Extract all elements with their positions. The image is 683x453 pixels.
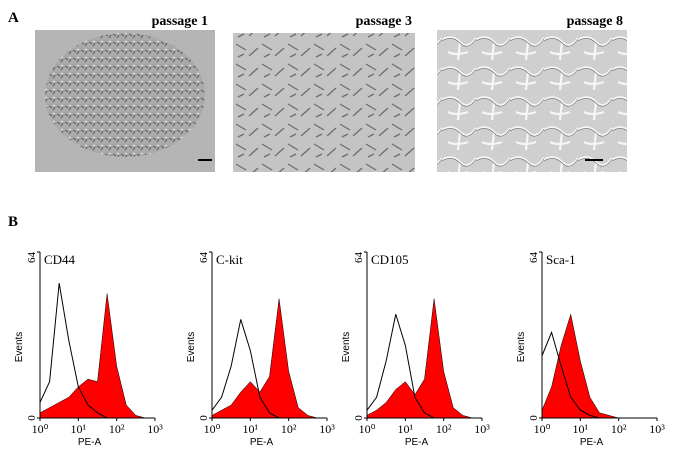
micrograph	[233, 33, 415, 172]
image-caption: passage 3	[356, 14, 412, 29]
cell-colony	[45, 33, 205, 157]
x-tick-label: 10⁰	[534, 422, 551, 436]
y-tick-label: 0	[198, 415, 210, 421]
y-axis-label: Events	[14, 332, 25, 363]
panel-label: B	[8, 214, 18, 230]
plot-title: CD105	[371, 252, 409, 267]
x-axis-label: PE-A	[580, 437, 604, 448]
y-tick-label: 64	[528, 252, 540, 264]
x-tick-label: 10²	[436, 422, 452, 436]
x-axis-label: PE-A	[78, 437, 102, 448]
stained-histogram	[39, 293, 155, 419]
x-tick-label: 10³	[474, 422, 490, 436]
x-tick-label: 10¹	[243, 422, 259, 436]
x-tick-label: 10³	[649, 422, 665, 436]
y-axis-label: Events	[186, 332, 197, 363]
y-tick-label: 0	[353, 415, 365, 421]
x-tick-label: 10³	[147, 422, 163, 436]
x-tick-label: 10⁰	[204, 422, 221, 436]
y-tick-label: 0	[26, 415, 38, 421]
y-tick-label: 64	[198, 252, 210, 264]
plot-title: Sca-1	[546, 252, 576, 267]
y-axis-label: Events	[341, 332, 352, 363]
x-tick-label: 10⁰	[32, 422, 49, 436]
x-axis-label: PE-A	[405, 437, 429, 448]
y-tick-label: 64	[26, 252, 38, 264]
plot-title: C-kit	[216, 252, 243, 267]
micrograph	[437, 30, 627, 172]
plot-title: CD44	[44, 252, 76, 267]
stained-histogram	[211, 298, 327, 419]
x-tick-label: 10²	[109, 422, 125, 436]
stained-histogram	[541, 314, 657, 419]
stained-histogram	[366, 298, 482, 419]
y-axis-label: Events	[516, 332, 527, 363]
x-tick-label: 10³	[319, 422, 335, 436]
x-axis-label: PE-A	[250, 437, 274, 448]
x-tick-label: 10²	[611, 422, 627, 436]
y-tick-label: 64	[353, 252, 365, 264]
x-tick-label: 10²	[281, 422, 297, 436]
image-caption: passage 1	[152, 14, 208, 29]
panel-label: A	[8, 10, 19, 26]
image-caption: passage 8	[567, 14, 623, 29]
x-tick-label: 10¹	[573, 422, 589, 436]
y-tick-label: 0	[528, 415, 540, 421]
x-tick-label: 10¹	[71, 422, 87, 436]
x-tick-label: 10¹	[398, 422, 414, 436]
x-tick-label: 10⁰	[359, 422, 376, 436]
